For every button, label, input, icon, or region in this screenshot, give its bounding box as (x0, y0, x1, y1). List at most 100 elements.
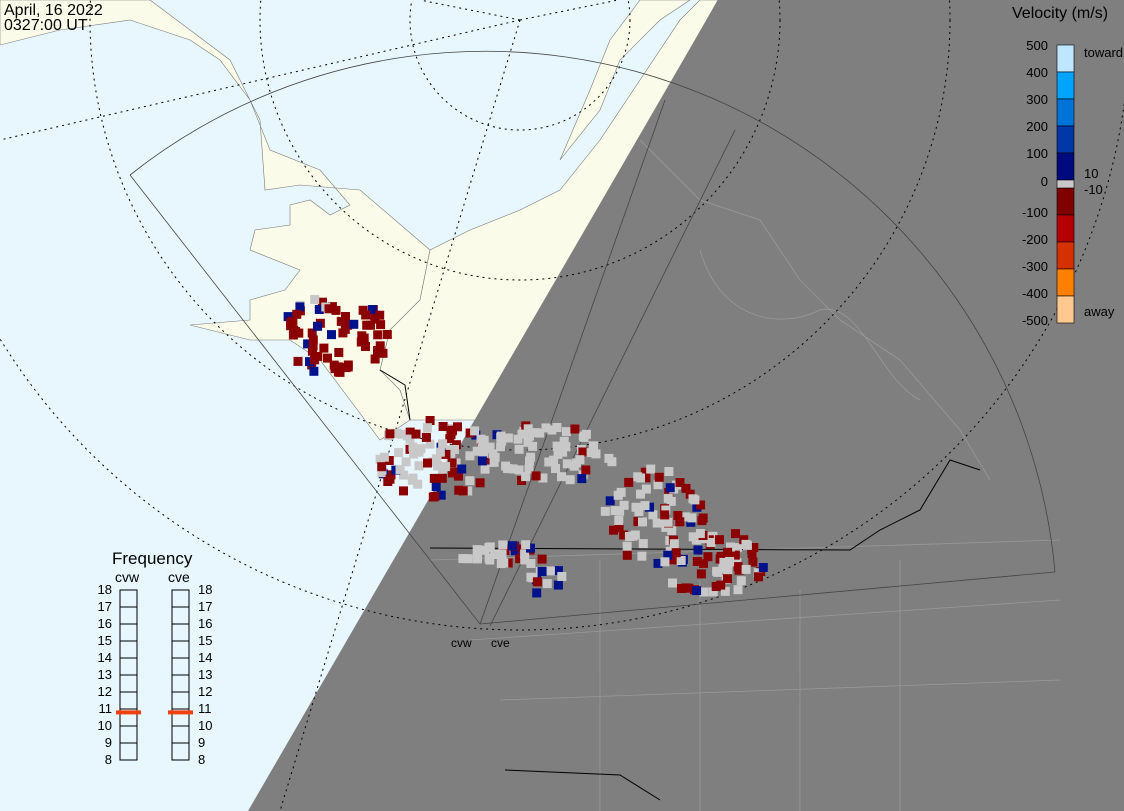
scatter-cell (499, 558, 509, 568)
frequency-tick: 12 (198, 684, 213, 699)
scatter-cell (681, 512, 691, 522)
scatter-cell (515, 554, 525, 564)
scatter-cell (433, 460, 443, 470)
scatter-cell (610, 506, 620, 516)
scatter-cell (654, 472, 664, 482)
scatter-cell (378, 348, 388, 358)
scatter-cell (696, 500, 706, 510)
scatter-cell (448, 425, 457, 435)
scatter-cell (310, 295, 320, 304)
scatter-cell (414, 461, 424, 471)
scatter-cell (589, 441, 598, 451)
scatter-cell (383, 477, 393, 486)
scatter-cell (503, 433, 513, 443)
scatter-cell (687, 513, 697, 523)
scatter-cell (562, 459, 572, 469)
scatter-cell (470, 426, 480, 436)
scatter-cell (489, 457, 499, 467)
scatter-cell (559, 436, 569, 446)
scatter-cell (552, 423, 562, 432)
scatter-cell (450, 445, 459, 454)
colorbar-tick: 0 (1040, 173, 1048, 189)
scatter-cell (441, 462, 451, 472)
scatter-cell (517, 429, 527, 439)
frequency-tick: 18 (97, 582, 112, 597)
scatter-cell (742, 540, 752, 550)
scatter-cell (370, 354, 380, 364)
scatter-cell (747, 549, 757, 558)
scatter-cell (314, 305, 324, 314)
scatter-cell (313, 321, 322, 331)
scatter-cell (514, 444, 524, 454)
scatter-cell (453, 471, 463, 481)
scatter-cell (428, 492, 438, 502)
scatter-cell (669, 553, 679, 563)
colorbar-tick: 200 (1026, 119, 1048, 135)
scatter-cell (334, 362, 343, 372)
frequency-tick: 18 (198, 582, 213, 597)
scatter-cell (614, 516, 624, 525)
colorbar-tick: 400 (1026, 65, 1048, 81)
scatter-cell (723, 547, 733, 557)
frequency-tick: 15 (198, 633, 213, 648)
scatter-cell (634, 507, 644, 516)
away-label: away (1084, 304, 1115, 319)
scatter-cell (437, 473, 447, 483)
colorbar-tick: -400 (1021, 285, 1048, 301)
scatter-cell (675, 517, 685, 527)
scatter-cell (538, 473, 548, 483)
scatter-cell (664, 488, 674, 497)
scatter-cell (748, 557, 758, 567)
scatter-cell (726, 542, 735, 552)
scatter-cell (413, 479, 423, 489)
scatter-cell (496, 442, 506, 452)
scatter-cell (652, 518, 662, 528)
scatter-cell (394, 448, 404, 458)
frequency-bars (116, 589, 193, 761)
frequency-tick: 17 (97, 599, 112, 614)
scatter-cell (438, 439, 448, 449)
frequency-marker (168, 710, 193, 715)
scatter-cell (667, 526, 677, 536)
scatter-cell (399, 486, 408, 496)
scatter-cell (648, 510, 658, 520)
scatter-cell (719, 557, 729, 567)
scatter-cell (375, 341, 385, 351)
scatter-cell (385, 429, 395, 439)
scatter-cell (605, 496, 615, 506)
frequency-tick: 8 (104, 752, 112, 767)
scatter-cell (480, 545, 490, 555)
scatter-cell (431, 482, 441, 491)
scatter-cell (725, 557, 735, 566)
scatter-cell (490, 550, 500, 559)
scatter-cell (384, 456, 394, 465)
scatter-cell (681, 483, 691, 493)
scatter-cell (465, 451, 475, 461)
frequency-tick: 16 (198, 616, 213, 631)
frequency-tick: 14 (198, 650, 213, 665)
scatter-cell (558, 447, 568, 457)
scatter-cell (341, 312, 350, 321)
scatter-cell (572, 458, 581, 468)
date-label: April, 16 2022 (4, 2, 103, 19)
scatter-cell (690, 495, 700, 505)
scatter-cell (528, 441, 538, 451)
scatter-cell (457, 464, 467, 474)
frequency-tick: 17 (198, 599, 213, 614)
scatter-cell (699, 587, 709, 597)
scatter-cell (666, 496, 676, 506)
frequency-tick: 11 (198, 701, 212, 716)
scatter-cell (523, 437, 533, 447)
frequency-tick: 10 (198, 718, 213, 733)
scatter-cell (392, 428, 402, 438)
scatter-cell (324, 304, 334, 314)
scatter-cell (609, 525, 618, 535)
scatter-cell (308, 335, 318, 345)
scatter-cell (367, 305, 377, 315)
scatter-cell (289, 325, 299, 335)
scatter-cell (640, 467, 650, 477)
scatter-cell (526, 543, 535, 553)
scatter-cell (716, 552, 726, 561)
scatter-cell (405, 434, 415, 444)
scatter-cell (458, 554, 468, 564)
